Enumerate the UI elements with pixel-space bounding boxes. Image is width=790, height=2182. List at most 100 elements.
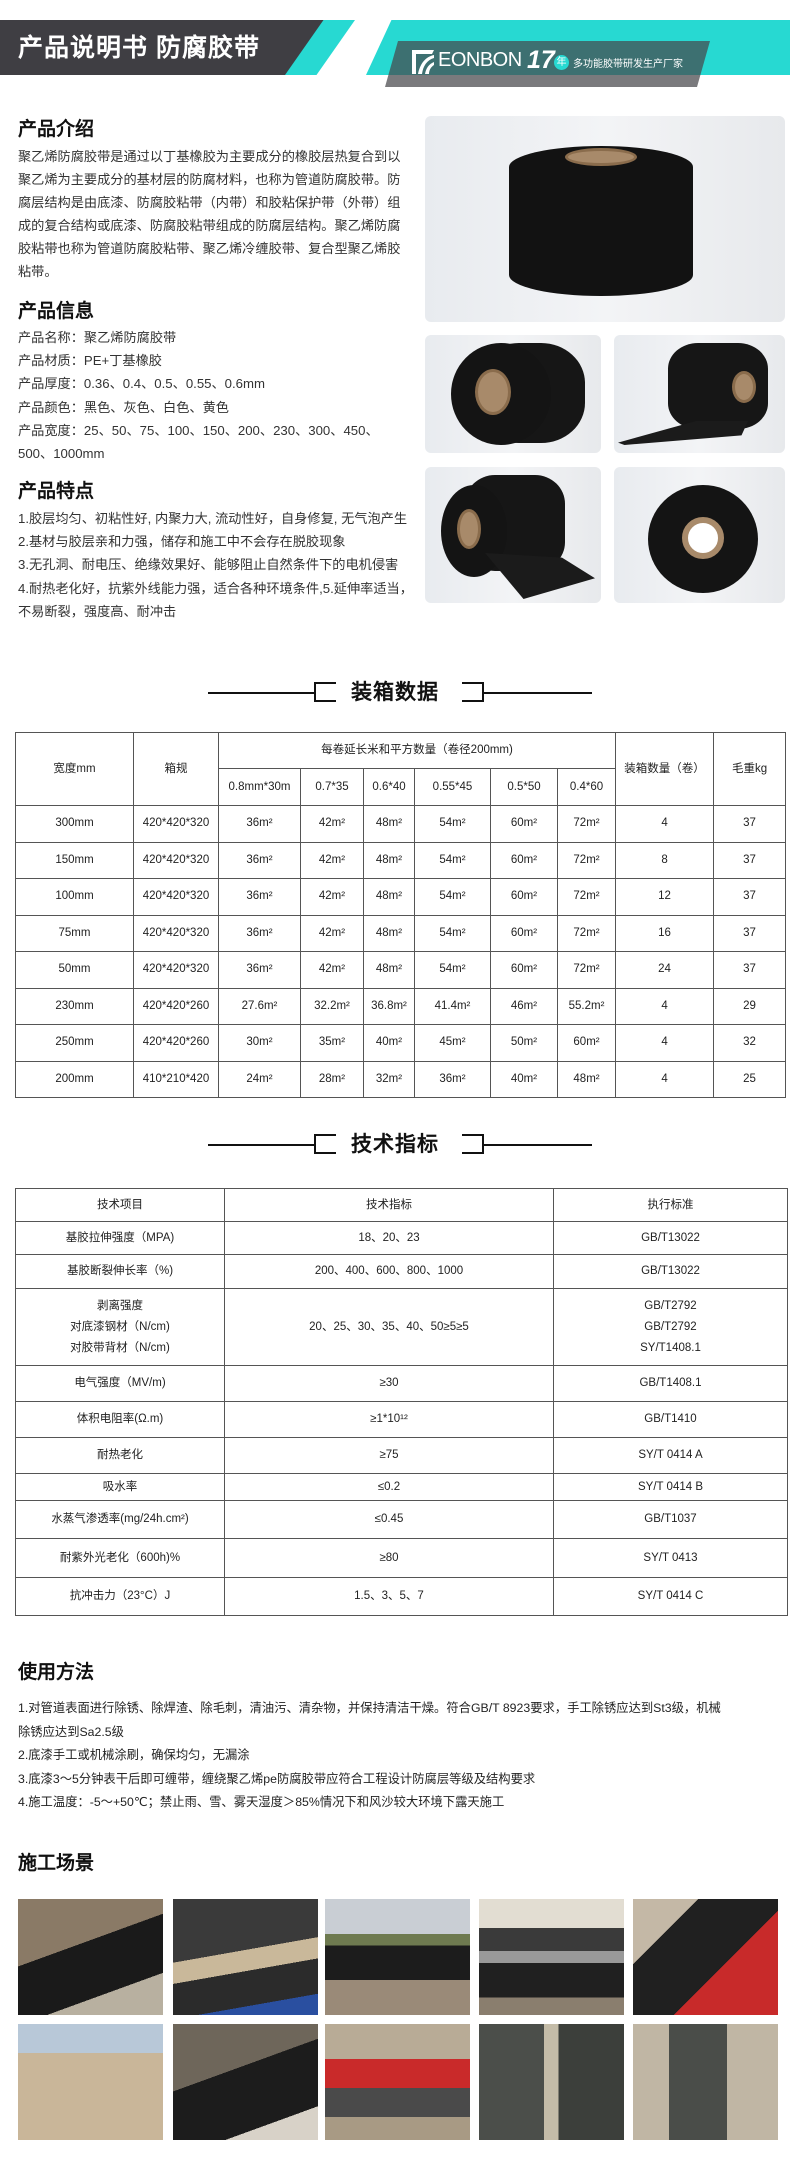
table-cell: 耐紫外光老化（600h)% <box>15 1538 225 1578</box>
table-cell: 30m² <box>218 1024 301 1062</box>
info-line: 产品颜色：黑色、灰色、白色、黄色 <box>18 399 229 415</box>
table-cell: 36.8m² <box>363 987 415 1025</box>
table-cell: 45m² <box>414 1024 491 1062</box>
table-cell: 32m² <box>363 1060 415 1098</box>
table-cell: ≤0.45 <box>224 1500 554 1539</box>
info-line: 500、1000mm <box>18 446 105 462</box>
tech-title: 技术指标 <box>351 1133 439 1156</box>
table-cell: 100mm <box>15 878 134 916</box>
table-cell: SY/T 0414 A <box>553 1437 788 1474</box>
table-cell: 300mm <box>15 805 134 843</box>
table-cell: 42m² <box>300 878 364 916</box>
table-cell: 4 <box>615 1024 715 1062</box>
col-subheader: 0.55*45 <box>414 768 491 806</box>
table-cell: 37 <box>713 878 787 916</box>
usage-line: 1.对管道表面进行除锈、除焊渣、除毛刺，清油污、清杂物，并保持清洁干燥。符合GB… <box>18 1701 721 1715</box>
table-cell: 37 <box>713 914 787 952</box>
table-cell: 60m² <box>490 805 558 843</box>
product-image-side <box>425 335 601 453</box>
table-cell: 32.2m² <box>300 987 364 1025</box>
packing-section-title: 装箱数据 <box>0 676 790 710</box>
table-cell: 230mm <box>15 987 134 1025</box>
table-row: 体积电阻率(Ω.m) ≥1*10¹² GB/T1410 <box>15 1401 788 1438</box>
tech-header: 执行标准 <box>553 1188 788 1222</box>
table-cell: 72m² <box>556 841 617 879</box>
product-image-angled <box>425 467 601 603</box>
table-cell: SY/T 0414 B <box>553 1473 788 1501</box>
col-header-width: 宽度mm <box>15 732 134 806</box>
table-cell: 4 <box>615 805 715 843</box>
scenes-heading: 施工场景 <box>18 1853 95 1874</box>
table-cell: 48m² <box>363 878 415 916</box>
col-header-box: 箱规 <box>133 732 219 806</box>
table-cell: 60m² <box>490 951 558 989</box>
table-cell: 200、400、600、800、1000 <box>224 1254 554 1289</box>
table-cell: 25 <box>713 1060 787 1098</box>
table-cell: 36m² <box>218 805 301 843</box>
table-cell: 37 <box>713 951 787 989</box>
table-cell: 42m² <box>300 841 364 879</box>
table-cell: 48m² <box>556 1060 617 1098</box>
table-cell: 24m² <box>218 1060 301 1098</box>
features-list: 1.胶层均匀、初粘性好, 内聚力大, 流动性好，自身修复, 无气泡产生 2.基材… <box>18 507 413 623</box>
brand-years: 17 <box>527 46 555 74</box>
table-cell: ≤0.2 <box>224 1473 554 1501</box>
scene-photo <box>18 1899 163 2015</box>
brand-box <box>385 41 710 87</box>
table-cell: 40m² <box>490 1060 558 1098</box>
scene-photo <box>173 1899 318 2015</box>
table-cell: 54m² <box>414 841 491 879</box>
table-cell: 420*420*320 <box>133 914 219 952</box>
table-cell: 36m² <box>218 951 301 989</box>
table-cell: ≥80 <box>224 1538 554 1578</box>
table-cell: 55.2m² <box>556 987 617 1025</box>
usage-line: 2.底漆手工或机械涂刷，确保均匀，无漏涂 <box>18 1748 250 1762</box>
bracket-left <box>314 682 336 702</box>
table-row: 230mm 420*420*260 27.6m² 32.2m² 36.8m² 41.4m²… <box>15 987 787 1025</box>
table-cell: 48m² <box>363 805 415 843</box>
table-row: 耐热老化 ≥75 SY/T 0414 A <box>15 1437 788 1474</box>
packing-table: 宽度mm 箱规 每卷延长米和平方数量（卷径200mm) 装箱数量（卷） 毛重kg… <box>15 732 787 1098</box>
table-cell: 72m² <box>556 951 617 989</box>
table-row: 300mm 420*420*320 36m² 42m² 48m² 54m² 60m² 72m²… <box>15 805 787 843</box>
tech-table: 技术项目 技术指标 执行标准 基胶拉伸强度（MPA) 18、20、23 GB/T13… <box>15 1188 788 1616</box>
brand-name: EONBON <box>438 49 522 71</box>
table-cell: 72m² <box>556 878 617 916</box>
table-row: 75mm 420*420*320 36m² 42m² 48m² 54m² 60m² 72m² 1… <box>15 914 787 952</box>
scene-photo <box>173 2024 318 2140</box>
col-subheader: 0.6*40 <box>363 768 415 806</box>
table-cell: 20、25、30、35、40、50≥5≥5 <box>224 1288 554 1366</box>
product-image-unrolled <box>614 335 785 453</box>
usage-heading: 使用方法 <box>18 1662 95 1683</box>
features-heading: 产品特点 <box>18 481 95 502</box>
table-cell: 8 <box>615 841 715 879</box>
table-cell: 60m² <box>556 1024 617 1062</box>
feature-line: 不易断裂，强度高、耐冲击 <box>18 603 177 619</box>
col-header-group: 每卷延长米和平方数量（卷径200mm) <box>217 732 617 769</box>
table-cell: 28m² <box>300 1060 364 1098</box>
brand-years-unit: 年 <box>554 55 569 70</box>
table-cell: 420*420*320 <box>133 841 219 879</box>
table-row: 150mm 420*420*320 36m² 42m² 48m² 54m² 60m² 72m²… <box>15 841 787 879</box>
table-row: 耐紫外光老化（600h)% ≥80 SY/T 0413 <box>15 1538 788 1578</box>
divider <box>484 692 592 694</box>
product-image-front <box>614 467 785 603</box>
table-cell: GB/T2792 GB/T2792 SY/T1408.1 <box>553 1288 788 1366</box>
scene-photo <box>479 2024 624 2140</box>
table-cell: 抗冲击力（23°C）J <box>15 1577 225 1616</box>
table-cell: 40m² <box>363 1024 415 1062</box>
table-cell: ≥30 <box>224 1365 554 1402</box>
table-cell: 水蒸气渗透率(mg/24h.cm²) <box>15 1500 225 1539</box>
table-cell: 42m² <box>300 914 364 952</box>
table-cell: 72m² <box>556 805 617 843</box>
table-cell: GB/T1037 <box>553 1500 788 1539</box>
table-cell: 410*210*420 <box>133 1060 219 1098</box>
table-cell: 18、20、23 <box>224 1221 554 1255</box>
table-row: 50mm 420*420*320 36m² 42m² 48m² 54m² 60m² 72m² 2… <box>15 951 787 989</box>
info-line: 产品厚度：0.36、0.4、0.5、0.55、0.6mm <box>18 376 265 392</box>
col-subheader: 0.5*50 <box>490 768 558 806</box>
table-row: 200mm 410*210*420 24m² 28m² 32m² 36m² 40m² 48m²… <box>15 1060 787 1098</box>
table-row: 250mm 420*420*260 30m² 35m² 40m² 45m² 50m² 60m²… <box>15 1024 787 1062</box>
intro-text: 聚乙烯防腐胶带是通过以丁基橡胶为主要成分的橡胶层热复合到以聚乙烯为主要成分的基材… <box>18 149 401 279</box>
table-row: 抗冲击力（23°C）J 1.5、3、5、7 SY/T 0414 C <box>15 1577 788 1616</box>
